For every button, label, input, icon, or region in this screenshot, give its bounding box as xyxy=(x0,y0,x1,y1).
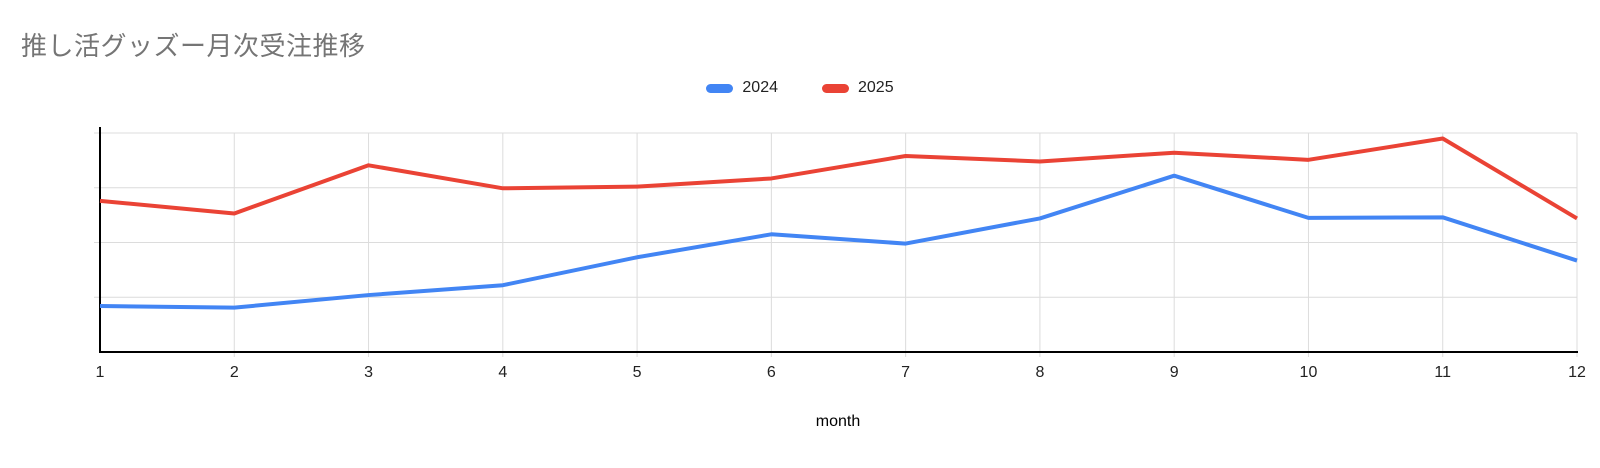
legend: 2024 2025 xyxy=(0,78,1600,98)
legend-item-2025: 2025 xyxy=(822,78,894,98)
x-tick-label: 7 xyxy=(901,364,910,381)
legend-swatch-2025-icon xyxy=(822,83,849,93)
x-tick-label: 10 xyxy=(1300,364,1318,381)
x-tick-label: 8 xyxy=(1035,364,1044,381)
x-axis-title: month xyxy=(815,413,861,430)
x-tick-label: 2 xyxy=(230,364,239,381)
chart-title: 推し活グッズー月次受注推移 xyxy=(21,31,366,61)
series-line-2025 xyxy=(99,136,1579,221)
x-tick-label: 1 xyxy=(96,364,105,381)
x-tick-label: 11 xyxy=(1434,364,1451,381)
legend-label-2025: 2025 xyxy=(858,79,894,96)
x-tick-label: 6 xyxy=(767,364,776,381)
legend-swatch-2024-icon xyxy=(706,83,734,93)
legend-label-2024: 2024 xyxy=(742,79,778,96)
x-tick-label: 12 xyxy=(1568,364,1586,381)
x-tick-label: 5 xyxy=(633,364,642,381)
legend-item-2024: 2024 xyxy=(706,78,778,98)
series-line-2024 xyxy=(99,173,1578,310)
x-tick-label: 9 xyxy=(1170,364,1179,381)
x-tick-label: 3 xyxy=(364,364,373,381)
x-tick-label: 4 xyxy=(498,364,507,381)
